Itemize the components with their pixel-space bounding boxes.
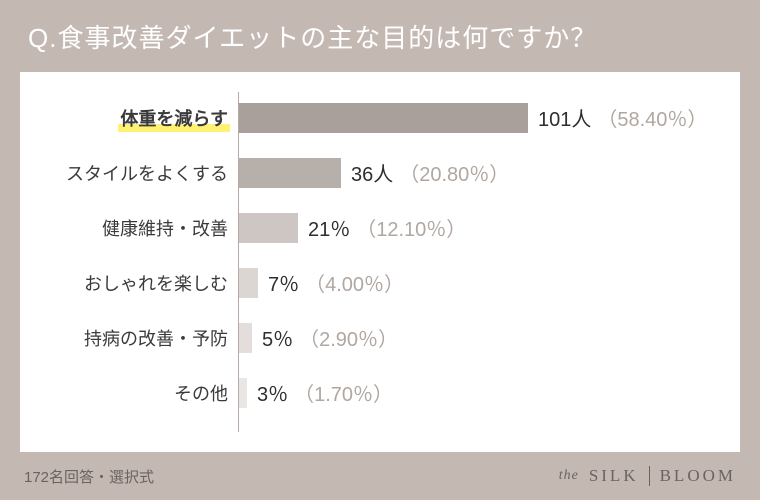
row-label-text: 持病の改善・予防 (84, 329, 228, 349)
row-label: 持病の改善・予防 (52, 325, 238, 351)
chart-row: 健康維持・改善 21％（12.10％） (52, 210, 708, 245)
chart-row: 体重を減らす 101人（58.40％） (52, 100, 708, 135)
chart-rows: 体重を減らす 101人（58.40％） スタイルをよくする 36人（20.80％） 健康… (52, 100, 708, 410)
row-label: 体重を減らす (52, 105, 238, 131)
row-label-text: スタイルをよくする (66, 164, 228, 184)
footer: 172名回答・選択式 the SILK BLOOM (0, 452, 760, 500)
brand-the: the (559, 468, 579, 484)
percent-text: （1.70％） (294, 378, 393, 407)
row-label: おしゃれを楽しむ (52, 270, 238, 296)
row-label-text: 健康維持・改善 (102, 219, 228, 239)
row-label: スタイルをよくする (52, 160, 238, 186)
bar (238, 378, 247, 408)
bar-cell: 5％（2.90％） (238, 323, 708, 353)
bar (238, 158, 341, 188)
percent-text: （12.10％） (356, 213, 466, 242)
chart-row: スタイルをよくする 36人（20.80％） (52, 155, 708, 190)
value-text: 5％ (262, 323, 293, 352)
bar (238, 323, 252, 353)
brand-divider (649, 466, 650, 486)
bar-cell: 101人（58.40％） (238, 103, 708, 133)
value-text: 3％ (257, 378, 288, 407)
question-title: Q.食事改善ダイエットの主な目的は何ですか？ (28, 18, 597, 55)
bar (238, 103, 528, 133)
percent-text: （4.00％） (305, 268, 404, 297)
row-label-text: その他 (174, 384, 228, 404)
bar-cell: 36人（20.80％） (238, 158, 708, 188)
chart-panel: 体重を減らす 101人（58.40％） スタイルをよくする 36人（20.80％） 健康… (20, 72, 740, 452)
bar-cell: 3％（1.70％） (238, 378, 708, 408)
value-text: 7％ (268, 268, 299, 297)
row-label: 健康維持・改善 (52, 215, 238, 241)
value-text: 21％ (308, 213, 350, 242)
brand-bloom: BLOOM (660, 466, 736, 486)
brand-silk: SILK (589, 466, 639, 486)
chart-row: おしゃれを楽しむ 7％（4.00％） (52, 265, 708, 300)
row-label-text: おしゃれを楽しむ (84, 274, 228, 294)
row-label-text: 体重を減らす (120, 105, 228, 131)
bar (238, 213, 298, 243)
bar-cell: 21％（12.10％） (238, 213, 708, 243)
percent-text: （2.90％） (299, 323, 398, 352)
bar-cell: 7％（4.00％） (238, 268, 708, 298)
percent-text: （58.40％） (597, 103, 707, 132)
percent-text: （20.80％） (399, 158, 509, 187)
value-text: 36人 (351, 158, 393, 187)
value-text: 101人 (538, 103, 591, 132)
chart-row: その他 3％（1.70％） (52, 375, 708, 410)
chart-row: 持病の改善・予防 5％（2.90％） (52, 320, 708, 355)
header: Q.食事改善ダイエットの主な目的は何ですか？ (0, 0, 760, 72)
brand-mark: the SILK BLOOM (559, 466, 736, 486)
y-axis-line (238, 92, 239, 432)
row-label: その他 (52, 380, 238, 406)
bar (238, 268, 258, 298)
footnote: 172名回答・選択式 (24, 466, 154, 487)
